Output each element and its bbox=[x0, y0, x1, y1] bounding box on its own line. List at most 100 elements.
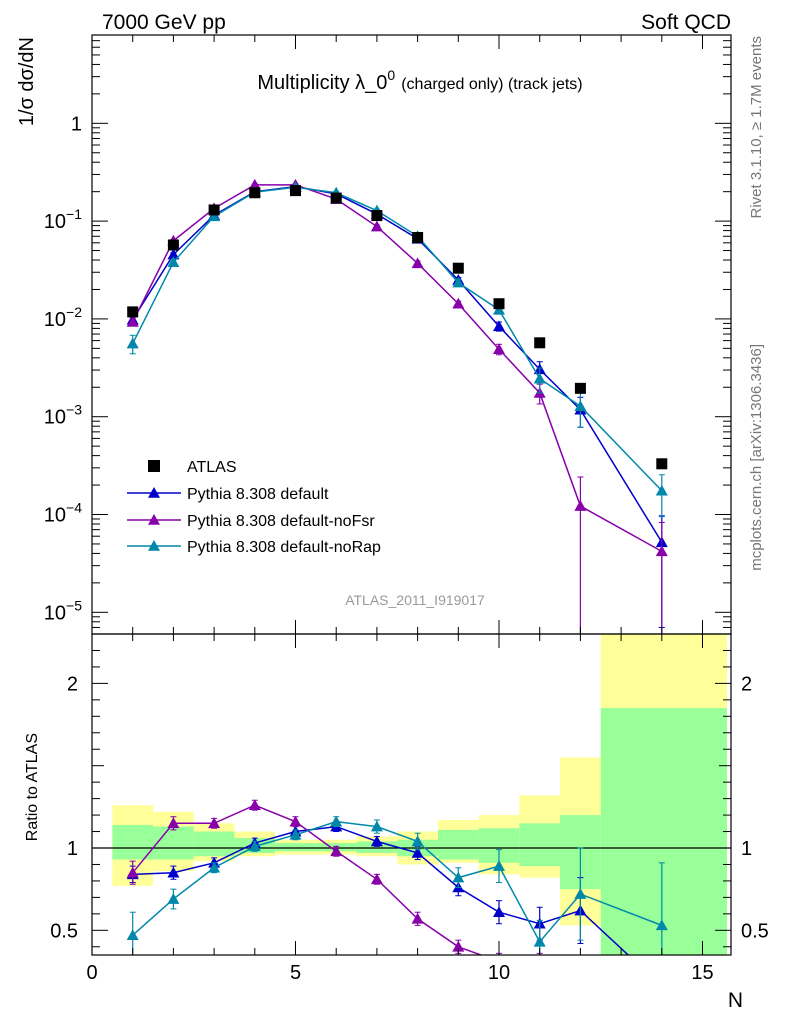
ratio-point bbox=[411, 912, 424, 924]
rivet-note: Rivet 3.1.10, ≥ 1.7M events bbox=[748, 36, 765, 219]
plot-title: Multiplicity λ_00 (charged only) (track j… bbox=[257, 67, 582, 94]
data-point bbox=[126, 315, 139, 327]
title-sup: 0 bbox=[387, 67, 395, 83]
legend-marker bbox=[148, 540, 160, 551]
ratio-point bbox=[248, 799, 261, 810]
ratio-y-tick-label-right: 0.5 bbox=[741, 920, 769, 942]
ratio-point bbox=[493, 906, 506, 917]
ratio-point bbox=[330, 815, 343, 827]
green-band bbox=[437, 829, 479, 860]
atlas-point bbox=[167, 239, 179, 251]
main-ylabel: 1/σ dσ/dN bbox=[16, 37, 38, 126]
legend-label: Pythia 8.308 default-noRap bbox=[187, 539, 381, 556]
atlas-point bbox=[656, 458, 668, 470]
atlas-point bbox=[412, 231, 424, 243]
ratio-y-tick-label: 2 bbox=[67, 673, 78, 695]
data-point bbox=[655, 484, 668, 496]
ratio-point bbox=[330, 845, 343, 857]
ratio-point bbox=[370, 835, 383, 847]
data-point bbox=[248, 178, 261, 190]
legend-marker bbox=[148, 460, 160, 472]
x-tick-label: 0 bbox=[86, 962, 97, 984]
x-tick-label: 15 bbox=[691, 962, 713, 984]
atlas-point bbox=[574, 382, 586, 394]
ratio-point bbox=[656, 980, 668, 991]
legend: ATLAS Pythia 8.308 default Pythia 8.308 de… bbox=[127, 459, 381, 556]
ratio-point bbox=[167, 866, 180, 878]
ratio-point bbox=[411, 846, 424, 858]
green-band bbox=[193, 831, 235, 857]
ratio-point bbox=[411, 835, 424, 847]
data-point bbox=[493, 320, 506, 332]
ratio-ylabel: Ratio to ATLAS bbox=[24, 733, 41, 841]
legend-label: Pythia 8.308 default-noFsr bbox=[187, 513, 375, 530]
ratio-point bbox=[574, 888, 587, 899]
atlas-point bbox=[534, 337, 546, 349]
ratio-point bbox=[289, 828, 302, 840]
ratio-point bbox=[126, 866, 139, 878]
atlas-point bbox=[493, 298, 505, 310]
green-band bbox=[112, 824, 154, 860]
atlas-point bbox=[371, 210, 383, 222]
data-point bbox=[126, 337, 139, 349]
legend-marker bbox=[148, 514, 160, 525]
ratio-y-tick-label-right: 2 bbox=[741, 673, 752, 695]
y-tick-label: 10−5 bbox=[44, 597, 82, 624]
data-point bbox=[574, 400, 587, 412]
atlas-point bbox=[208, 204, 220, 216]
atlas-point bbox=[452, 262, 464, 274]
ratio-point bbox=[656, 985, 668, 996]
data-point bbox=[574, 500, 587, 511]
series-line bbox=[132, 186, 663, 492]
ratio-point bbox=[289, 815, 302, 827]
atlas-point bbox=[249, 187, 261, 199]
xlabel: N bbox=[728, 989, 743, 1012]
ratio-bands bbox=[92, 634, 731, 955]
energy-label: 7000 GeV pp bbox=[102, 11, 226, 34]
data-point bbox=[655, 545, 668, 557]
green-band bbox=[600, 708, 727, 955]
ratio-point bbox=[370, 820, 383, 832]
data-point bbox=[452, 297, 465, 309]
ratio-point bbox=[452, 940, 465, 952]
legend-label: ATLAS bbox=[187, 459, 237, 476]
data-point bbox=[411, 257, 424, 269]
ratio-point bbox=[126, 929, 139, 941]
y-tick-label: 10−4 bbox=[44, 500, 82, 527]
y-tick-label: 10−1 bbox=[44, 206, 82, 233]
data-point bbox=[167, 256, 180, 268]
atlas-point bbox=[330, 192, 342, 204]
title-note: (charged only) (track jets) bbox=[401, 76, 582, 93]
legend-marker bbox=[148, 487, 160, 498]
ratio-point bbox=[655, 919, 668, 931]
ratio-point bbox=[167, 893, 180, 904]
green-band bbox=[356, 841, 398, 853]
data-point bbox=[452, 276, 465, 288]
ratio-point bbox=[208, 817, 221, 829]
data-point bbox=[370, 220, 383, 232]
analysis-label: ATLAS_2011_I919017 bbox=[345, 592, 485, 608]
ratio-y-tick-label: 0.5 bbox=[50, 920, 78, 942]
green-band bbox=[275, 843, 316, 852]
y-tick-label: 1 bbox=[71, 113, 82, 135]
axes: 0 5 10 15 10−5 10−4 10−3 10−2 10−1 1 0.5 0.5 1 1 2 2 bbox=[44, 34, 769, 984]
ratio-point bbox=[534, 961, 546, 972]
green-band bbox=[519, 823, 561, 867]
y-tick-label: 10−3 bbox=[44, 402, 82, 429]
atlas-point bbox=[290, 185, 302, 197]
y-tick-label: 10−2 bbox=[44, 304, 82, 331]
ratio-point bbox=[208, 861, 221, 873]
ratio-point bbox=[248, 840, 261, 852]
green-band bbox=[153, 826, 194, 860]
x-tick-label: 5 bbox=[290, 962, 301, 984]
ratio-y-tick-label-right: 1 bbox=[741, 838, 752, 860]
atlas-point bbox=[127, 306, 139, 318]
title-main: Multiplicity λ_0 bbox=[257, 72, 387, 94]
data-point bbox=[493, 343, 506, 355]
ratio-point bbox=[574, 997, 586, 1008]
ratio-y-tick-label: 1 bbox=[67, 838, 78, 860]
ratio-point bbox=[452, 871, 465, 883]
main-series bbox=[126, 178, 668, 634]
ratio-point bbox=[370, 873, 383, 885]
